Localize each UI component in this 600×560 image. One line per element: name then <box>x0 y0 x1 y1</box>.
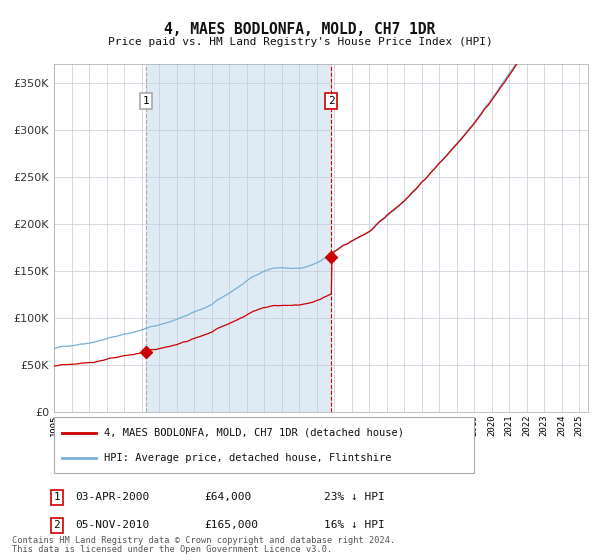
Text: 2: 2 <box>53 520 61 530</box>
Text: Price paid vs. HM Land Registry's House Price Index (HPI): Price paid vs. HM Land Registry's House … <box>107 37 493 47</box>
Text: 05-NOV-2010: 05-NOV-2010 <box>75 520 149 530</box>
Text: £64,000: £64,000 <box>204 492 251 502</box>
Text: 1: 1 <box>143 96 149 106</box>
Text: 4, MAES BODLONFA, MOLD, CH7 1DR: 4, MAES BODLONFA, MOLD, CH7 1DR <box>164 22 436 38</box>
Text: £165,000: £165,000 <box>204 520 258 530</box>
Text: 23% ↓ HPI: 23% ↓ HPI <box>324 492 385 502</box>
Text: 4, MAES BODLONFA, MOLD, CH7 1DR (detached house): 4, MAES BODLONFA, MOLD, CH7 1DR (detache… <box>104 428 404 438</box>
Text: This data is licensed under the Open Government Licence v3.0.: This data is licensed under the Open Gov… <box>12 545 332 554</box>
Text: 2: 2 <box>328 96 335 106</box>
Text: HPI: Average price, detached house, Flintshire: HPI: Average price, detached house, Flin… <box>104 452 392 463</box>
Bar <box>146 64 331 412</box>
Text: Contains HM Land Registry data © Crown copyright and database right 2024.: Contains HM Land Registry data © Crown c… <box>12 536 395 545</box>
FancyBboxPatch shape <box>54 417 474 473</box>
Text: 16% ↓ HPI: 16% ↓ HPI <box>324 520 385 530</box>
Text: 03-APR-2000: 03-APR-2000 <box>75 492 149 502</box>
Text: 1: 1 <box>53 492 61 502</box>
